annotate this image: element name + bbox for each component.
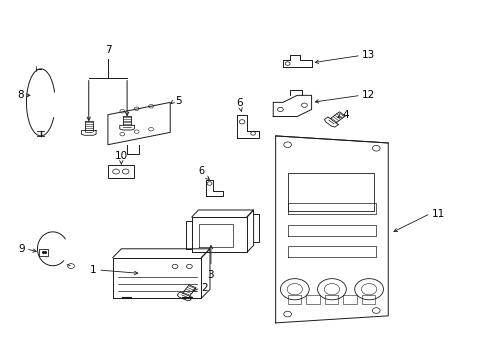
Text: 4: 4 bbox=[342, 110, 348, 120]
Text: 11: 11 bbox=[430, 208, 444, 219]
Text: 10: 10 bbox=[115, 150, 128, 161]
Text: 2: 2 bbox=[201, 283, 207, 293]
Text: 3: 3 bbox=[207, 270, 214, 280]
Text: 12: 12 bbox=[361, 90, 374, 100]
Text: 13: 13 bbox=[361, 50, 374, 60]
Text: 6: 6 bbox=[198, 166, 204, 176]
Text: 9: 9 bbox=[19, 244, 25, 254]
Text: 1: 1 bbox=[89, 265, 96, 275]
Bar bbox=[361, 295, 375, 304]
Text: 5: 5 bbox=[175, 96, 181, 105]
Bar bbox=[108, 165, 134, 178]
Bar bbox=[305, 295, 319, 304]
Bar bbox=[324, 295, 338, 304]
Text: 7: 7 bbox=[104, 45, 111, 55]
Text: 8: 8 bbox=[18, 90, 24, 100]
Bar bbox=[343, 295, 356, 304]
Bar bbox=[287, 295, 301, 304]
Text: 6: 6 bbox=[236, 98, 243, 108]
